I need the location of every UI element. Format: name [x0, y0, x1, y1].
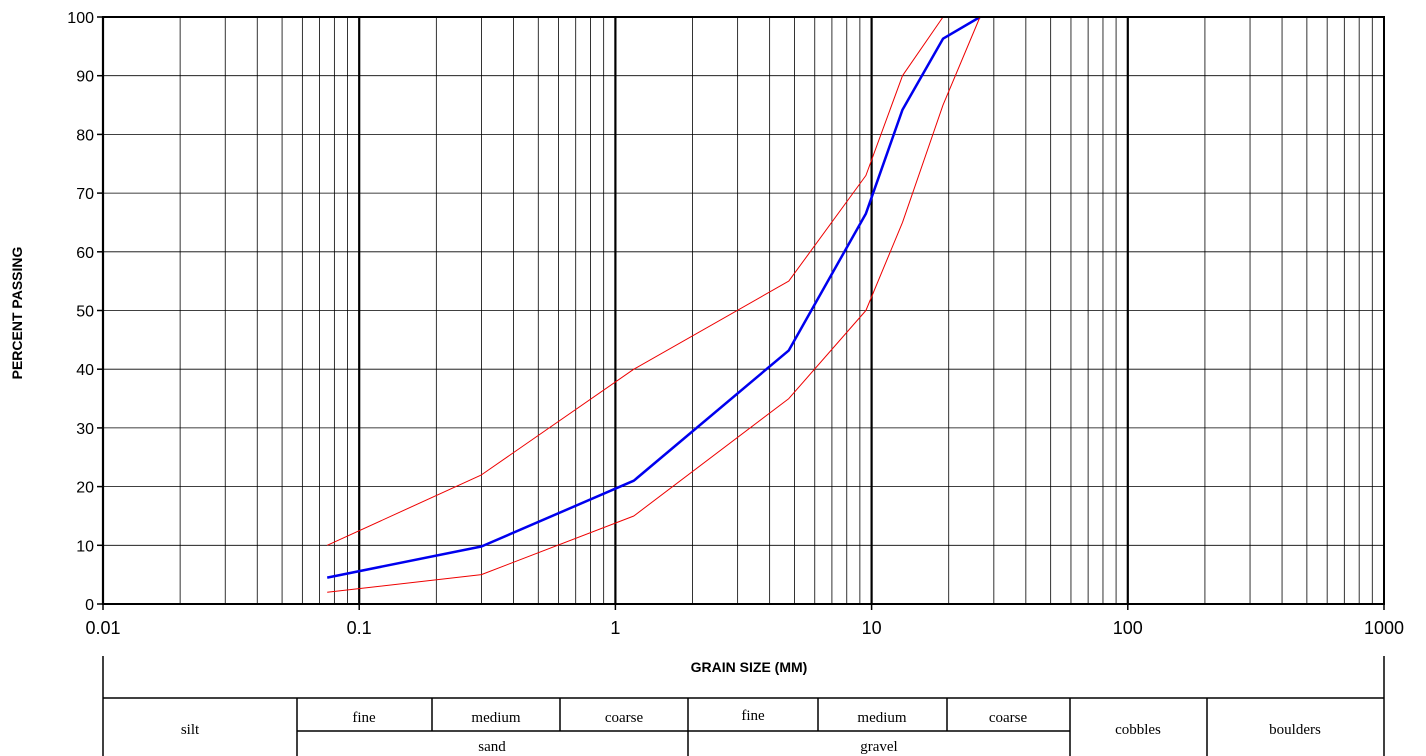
- boulders-label: boulders: [1269, 722, 1321, 738]
- series-line-1: [326, 16, 980, 546]
- x-axis-ticks: 0.01 0.1 1 10 100 1000: [85, 604, 1404, 638]
- y-tick-label: 0: [85, 597, 94, 614]
- sand-coarse-label: coarse: [605, 710, 644, 726]
- y-axis-label: PERCENT PASSING: [9, 247, 25, 380]
- silt-label: silt: [181, 722, 200, 738]
- sand-medium-label: medium: [471, 710, 520, 726]
- x-tick-label: 100: [1113, 618, 1143, 638]
- gravel-fine-label: fine: [741, 708, 765, 724]
- series-line-0: [326, 15, 981, 579]
- y-tick-label: 10: [76, 538, 94, 555]
- classification-table: [102, 656, 1385, 756]
- cobbles-label: cobbles: [1115, 722, 1161, 738]
- series-layer: [326, 15, 981, 593]
- gravel-label: gravel: [860, 739, 897, 755]
- sand-label: sand: [478, 739, 506, 755]
- y-tick-label: 70: [76, 186, 94, 203]
- y-tick-label: 20: [76, 480, 94, 497]
- y-tick-label: 100: [67, 10, 94, 27]
- gravel-coarse-label: coarse: [989, 710, 1028, 726]
- series-line-2: [327, 16, 981, 593]
- x-tick-label: 0.1: [347, 618, 372, 638]
- minor-gridlines: [103, 16, 1384, 605]
- y-tick-label: 40: [76, 362, 94, 379]
- x-tick-label: 10: [862, 618, 882, 638]
- gravel-medium-label: medium: [857, 710, 906, 726]
- x-tick-label: 1: [610, 618, 620, 638]
- x-axis-label: GRAIN SIZE (MM): [691, 659, 808, 675]
- y-tick-label: 30: [76, 421, 94, 438]
- x-tick-label: 0.01: [85, 618, 120, 638]
- y-tick-label: 80: [76, 127, 94, 144]
- y-axis-ticks: 0 10 20 30 40 50 60 70 80 90 100: [67, 10, 103, 614]
- y-tick-label: 60: [76, 245, 94, 262]
- x-tick-label: 1000: [1364, 618, 1404, 638]
- sand-fine-label: fine: [352, 710, 376, 726]
- y-tick-label: 50: [76, 304, 94, 321]
- y-tick-label: 90: [76, 69, 94, 86]
